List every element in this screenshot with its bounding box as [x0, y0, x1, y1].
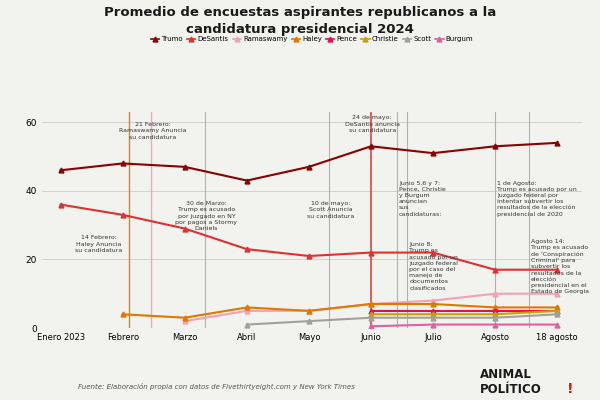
Text: Promedio de encuestas aspirantes republicanos a la
candidatura presidencial 2024: Promedio de encuestas aspirantes republi…: [104, 6, 496, 36]
Text: !: !: [567, 382, 574, 396]
Legend: Trumo, DeSantis, Ramaswamy, Haley, Pence, Christie, Scott, Burgum: Trumo, DeSantis, Ramaswamy, Haley, Pence…: [148, 33, 476, 45]
Text: 14 Febrero:
Haley Anuncia
su candidatura: 14 Febrero: Haley Anuncia su candidatura: [76, 236, 123, 253]
Text: Fuente: Elaboración propia con datos de Fivethirtyeight.com y New York Times: Fuente: Elaboración propia con datos de …: [77, 383, 355, 390]
Text: Agosto 14:
Trump es acusado
de 'Conspiración
Criminal' para
subvertir los
result: Agosto 14: Trump es acusado de 'Conspira…: [531, 239, 589, 294]
Text: 1 de Agosto:
Trump es acusado por un
juzgado federal por
intentar subvertir los
: 1 de Agosto: Trump es acusado por un juz…: [497, 180, 577, 216]
Text: 10 de mayo:
Scott Anuncia
su candidatura: 10 de mayo: Scott Anuncia su candidatura: [307, 201, 354, 218]
Text: ANIMAL
POLÍTICO: ANIMAL POLÍTICO: [480, 368, 542, 396]
Text: Junio 5,6 y 7:
Pence, Christie
y Burgum
anuncian
sus
candidaturas:: Junio 5,6 y 7: Pence, Christie y Burgum …: [399, 180, 446, 216]
Text: 24 de mayo:
DeSantis anuncia
su candidatura: 24 de mayo: DeSantis anuncia su candidat…: [345, 116, 400, 133]
Text: Junio 8:
Trump es
acusado por un
juzgado federal
por el caso del
manejo de
docum: Junio 8: Trump es acusado por un juzgado…: [409, 242, 458, 291]
Text: 30 de Marzo:
Trump es acusado
por juzgado en NY
por pagos a Stormy
Daniels: 30 de Marzo: Trump es acusado por juzgad…: [175, 201, 238, 231]
Text: 21 Febrero:
Ramaswamy Anuncia
su candidatura: 21 Febrero: Ramaswamy Anuncia su candida…: [119, 122, 186, 140]
